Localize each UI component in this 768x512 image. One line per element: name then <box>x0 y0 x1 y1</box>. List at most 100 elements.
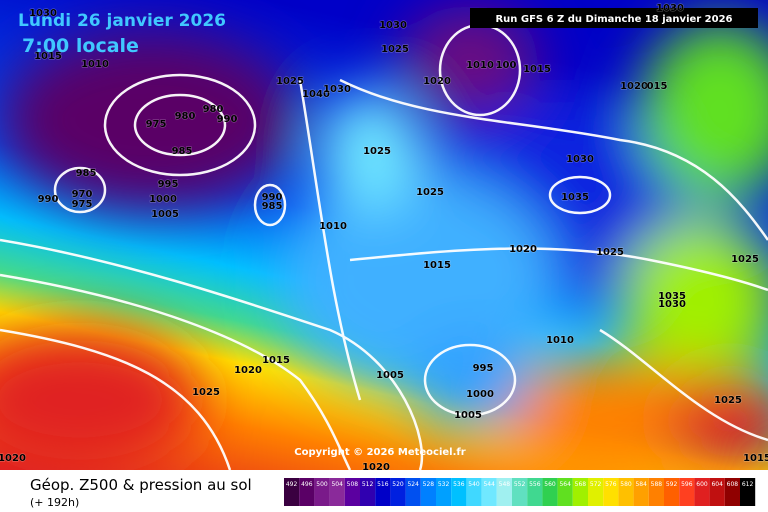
isobar-label: 1010 <box>466 60 494 71</box>
legend-label: 564 <box>559 481 571 488</box>
legend-label: 568 <box>575 481 587 488</box>
footer-title: Géop. Z500 & pression au sol <box>30 476 252 494</box>
legend-swatch <box>481 478 497 506</box>
legend-swatch <box>496 478 512 506</box>
legend-label: 540 <box>468 481 480 488</box>
isobar-label: 1040 <box>302 89 330 100</box>
legend-label: 612 <box>742 481 754 488</box>
legend-label: 584 <box>635 481 647 488</box>
isobar-label: 970 <box>72 189 93 200</box>
isobar-label: 1030 <box>656 3 684 14</box>
isobar-label: 1000 <box>466 389 494 400</box>
legend-label: 556 <box>529 481 541 488</box>
legend-swatch <box>284 478 300 506</box>
isobars <box>0 23 768 470</box>
legend-swatch <box>603 478 619 506</box>
legend-label: 524 <box>407 481 419 488</box>
legend-swatch <box>512 478 528 506</box>
isobar-label: 990 <box>38 194 59 205</box>
legend-swatch <box>314 478 330 506</box>
legend-label: 576 <box>605 481 617 488</box>
legend-label: 588 <box>651 481 663 488</box>
legend-label: 504 <box>331 481 343 488</box>
legend-swatch <box>390 478 406 506</box>
isobar-label: 1025 <box>596 247 624 258</box>
legend-label: 492 <box>286 481 298 488</box>
isobar-label: 980 <box>203 104 224 115</box>
legend-swatch <box>588 478 604 506</box>
isobar-label: 1025 <box>363 146 391 157</box>
map-field <box>0 0 768 470</box>
legend-label: 544 <box>483 481 495 488</box>
legend-swatch <box>375 478 391 506</box>
legend-swatch <box>527 478 543 506</box>
copyright: Copyright © 2026 Meteociel.fr <box>294 447 465 458</box>
legend-swatch <box>694 478 710 506</box>
isobar-label: 990 <box>217 114 238 125</box>
isobar-label: 995 <box>473 363 494 374</box>
isobar-label: 1010 <box>81 59 109 70</box>
legend-swatch <box>329 478 345 506</box>
isobar-label: 1035 <box>658 291 686 302</box>
isobar-label: 1015 <box>743 453 768 464</box>
isobar-label: 1025 <box>192 387 220 398</box>
isobar-label: 1025 <box>416 187 444 198</box>
legend-label: 552 <box>514 481 526 488</box>
legend-label: 520 <box>392 481 404 488</box>
isobar-label: 1030 <box>566 154 594 165</box>
isobar-label: 1030 <box>29 8 57 19</box>
isobar-label: 995 <box>158 179 179 190</box>
legend-swatch <box>466 478 482 506</box>
isobar-label: 1035 <box>561 192 589 203</box>
isobar-label: 985 <box>172 146 193 157</box>
isobar-label: 1005 <box>454 410 482 421</box>
isobar-label: 100 <box>496 60 517 71</box>
isobar-label: 1030 <box>379 20 407 31</box>
isobar-label: 1015 <box>262 355 290 366</box>
isobar-label: 1020 <box>0 453 26 464</box>
isobar-label: 1030 <box>658 299 686 310</box>
legend-label: 528 <box>423 481 435 488</box>
run-info: Run GFS 6 Z du Dimanche 18 janvier 2026 <box>495 14 732 25</box>
legend-swatch <box>451 478 467 506</box>
legend-swatch <box>633 478 649 506</box>
legend-swatch <box>572 478 588 506</box>
isobar-label: 015 <box>647 81 668 92</box>
legend-label: 608 <box>727 481 739 488</box>
legend-label: 548 <box>499 481 511 488</box>
legend-swatch <box>618 478 634 506</box>
legend-label: 496 <box>301 481 313 488</box>
legend-swatch <box>679 478 695 506</box>
legend-swatch <box>664 478 680 506</box>
footer-range: (+ 192h) <box>30 496 79 509</box>
legend-label: 516 <box>377 481 389 488</box>
legend-label: 536 <box>453 481 465 488</box>
legend-swatch <box>436 478 452 506</box>
isobar-label: 1030 <box>323 84 351 95</box>
isobar-label: 1015 <box>423 260 451 271</box>
isobar-label: 980 <box>175 111 196 122</box>
legend-label: 532 <box>438 481 450 488</box>
isobar-label: 1015 <box>523 64 551 75</box>
legend-label: 560 <box>544 481 556 488</box>
legend-label: 596 <box>681 481 693 488</box>
isobar-label: 990 <box>262 192 283 203</box>
isobar-label: 1015 <box>34 51 62 62</box>
isobar-label: 1020 <box>423 76 451 87</box>
legend-swatch <box>420 478 436 506</box>
time: 7:00 locale <box>22 35 139 57</box>
isobar-label: 985 <box>262 201 283 212</box>
legend-swatch <box>360 478 376 506</box>
isobar-label: 1025 <box>714 395 742 406</box>
legend-label: 508 <box>347 481 359 488</box>
legend-swatch <box>648 478 664 506</box>
legend-swatch <box>709 478 725 506</box>
legend-label: 500 <box>316 481 328 488</box>
legend: 492 496 500 504 508 512 516 520 524 528 532 536 540 5… <box>284 478 756 506</box>
legend-swatch <box>724 478 740 506</box>
legend-label: 512 <box>362 481 374 488</box>
isobar-label: 1020 <box>509 244 537 255</box>
isobar-label: 1020 <box>234 365 262 376</box>
isobar-label: 1005 <box>151 209 179 220</box>
